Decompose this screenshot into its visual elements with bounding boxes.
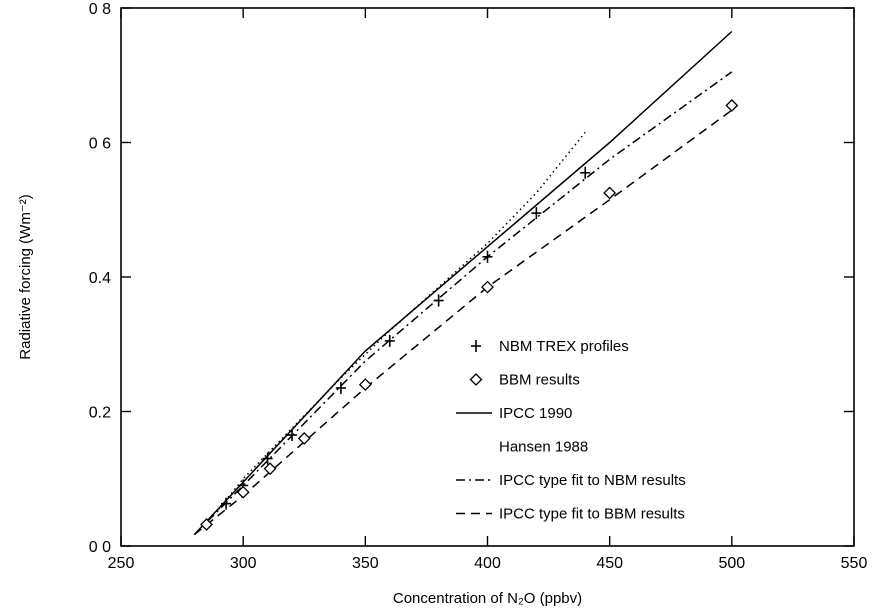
nbm-point	[335, 381, 346, 394]
legend-label: IPCC type fit to BBM results	[499, 506, 685, 523]
legend-label: BBM results	[499, 372, 580, 389]
legend-label: IPCC type fit to NBM results	[499, 472, 686, 489]
x-tick-label: 350	[352, 555, 379, 572]
x-tick-label: 450	[596, 555, 623, 572]
y-tick-label: 0 6	[89, 136, 111, 153]
series-markers	[200, 99, 739, 531]
legend: NBM TREX profiles BBM results IPCC 1990 Han…	[456, 338, 686, 523]
axis-ticks: 250 300 350 400 450 500 550 0 0 0.2 0.4 0 6 0 8	[89, 1, 868, 572]
bbm-point	[236, 485, 250, 499]
nbm-point	[433, 294, 444, 307]
series-line-dashdot	[193, 71, 733, 536]
series-lines	[193, 30, 733, 536]
nbm-point	[531, 207, 542, 220]
x-axis-title: Concentration of N₂O (ppbv)	[393, 590, 582, 607]
x-tick-label: 500	[718, 555, 745, 572]
legend-label: IPCC 1990	[499, 405, 572, 422]
legend-label: Hansen 1988	[499, 439, 588, 456]
plot-frame	[120, 7, 855, 547]
bbm-point	[481, 280, 494, 294]
nbm-point	[580, 166, 591, 179]
series-line-dotted	[218, 131, 586, 510]
legend-label: NBM TREX profiles	[499, 338, 629, 355]
x-tick-label: 400	[474, 555, 501, 572]
y-axis-title: Radiative forcing (Wm⁻²)	[17, 194, 34, 359]
x-tick-label: 300	[230, 555, 257, 572]
legend-symbol-diamond	[469, 373, 483, 386]
bbm-point	[725, 99, 739, 112]
x-tick-label: 250	[108, 555, 135, 572]
legend-symbol-plus	[471, 340, 481, 352]
y-tick-label: 0.4	[89, 270, 111, 287]
series-line-dashed	[193, 109, 733, 536]
bbm-point	[358, 378, 372, 392]
x-tick-label: 550	[841, 555, 868, 572]
y-tick-label: 0.2	[89, 405, 111, 422]
bbm-point	[200, 518, 213, 531]
bbm-point	[263, 462, 277, 476]
y-tick-label: 0 0	[89, 539, 111, 556]
bbm-point	[603, 186, 617, 200]
nbm-point	[482, 250, 493, 263]
nbm-point	[287, 429, 298, 442]
series-line-solid	[193, 30, 733, 536]
bbm-point	[297, 431, 311, 445]
nbm-point	[221, 497, 232, 510]
y-tick-label: 0 8	[89, 1, 111, 18]
nbm-point	[384, 334, 395, 347]
nbm-point	[262, 452, 273, 465]
